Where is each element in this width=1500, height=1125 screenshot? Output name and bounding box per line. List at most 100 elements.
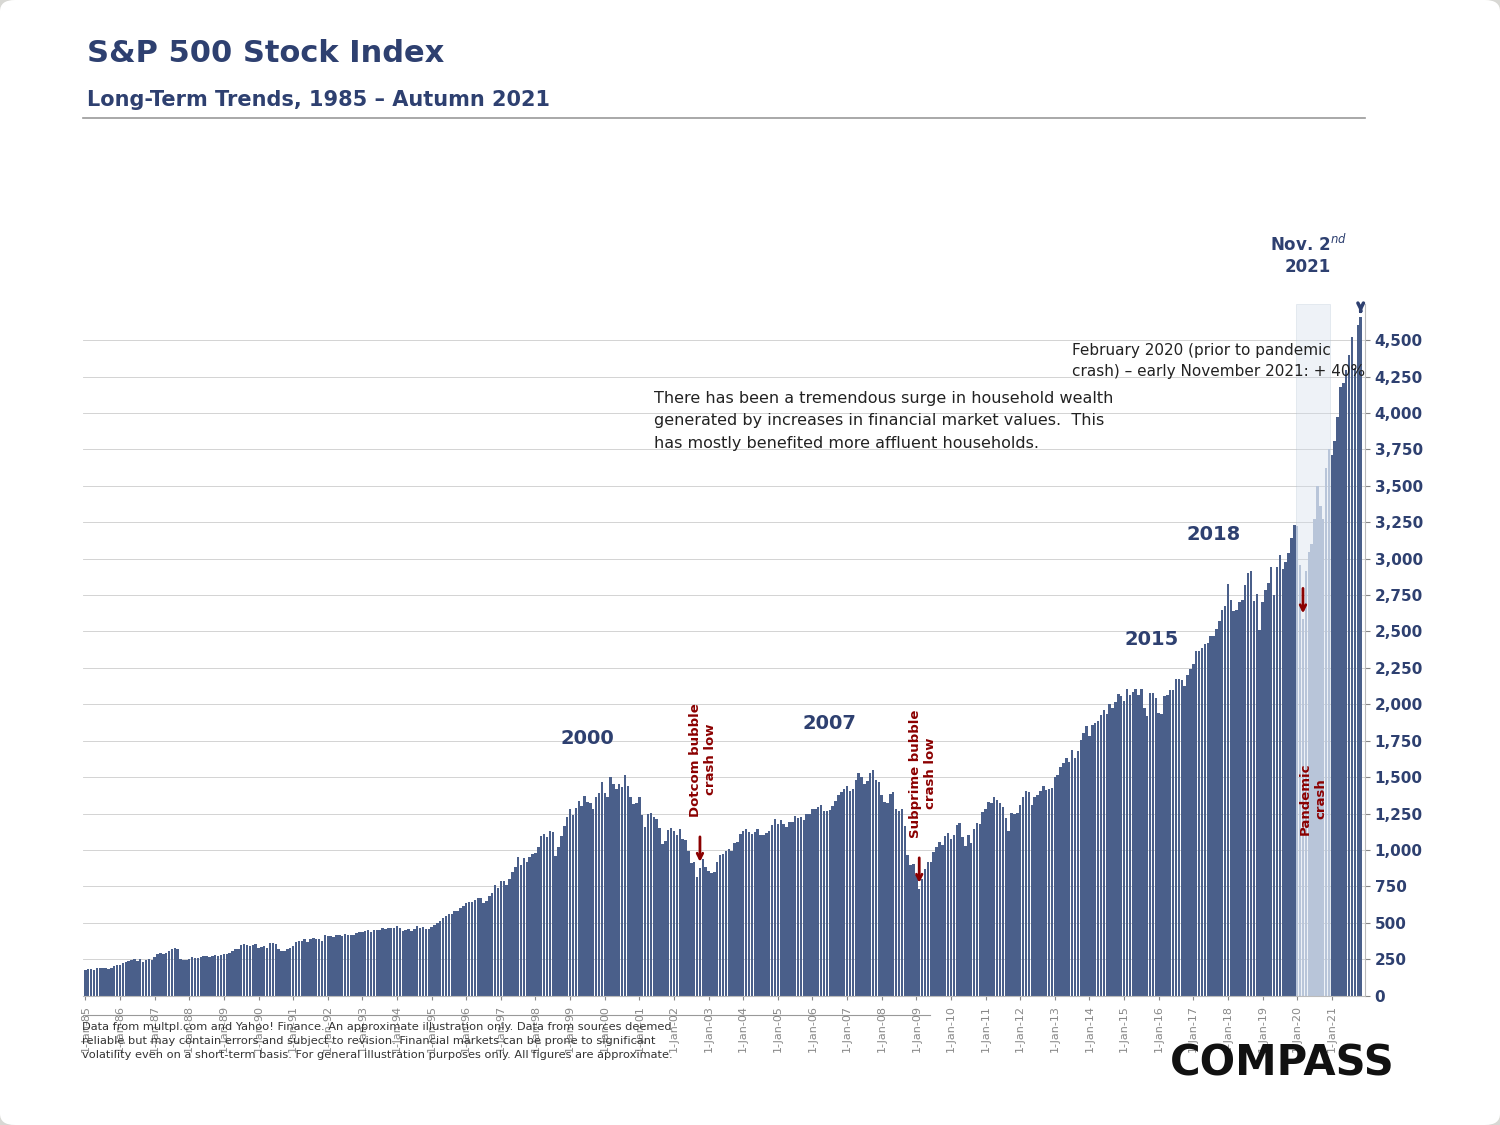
Bar xyxy=(1236,610,1238,996)
Bar xyxy=(603,793,606,996)
Bar xyxy=(1094,723,1096,996)
Bar xyxy=(658,828,662,996)
Bar xyxy=(433,925,435,996)
Bar xyxy=(946,834,950,996)
Bar xyxy=(1244,585,1246,996)
Bar xyxy=(1149,693,1152,996)
Bar xyxy=(327,936,328,996)
Bar xyxy=(788,822,790,996)
Bar xyxy=(1215,629,1218,996)
Bar xyxy=(1071,750,1074,996)
Bar xyxy=(484,901,488,996)
Bar xyxy=(1050,788,1053,996)
Bar xyxy=(413,929,416,996)
Bar xyxy=(990,802,993,996)
Bar xyxy=(183,960,184,996)
Bar xyxy=(1114,702,1116,996)
Bar xyxy=(480,898,482,996)
Bar xyxy=(1218,621,1221,996)
Bar xyxy=(927,862,928,996)
Bar xyxy=(1311,544,1312,996)
Bar xyxy=(1013,814,1016,996)
Bar xyxy=(211,956,213,996)
Bar xyxy=(711,873,712,996)
Bar xyxy=(1252,601,1256,996)
Bar xyxy=(621,788,624,996)
Bar xyxy=(416,927,419,996)
Bar xyxy=(509,879,510,996)
Bar xyxy=(528,856,531,996)
Bar xyxy=(640,816,644,996)
Bar xyxy=(786,827,788,996)
Bar xyxy=(1356,325,1359,996)
Bar xyxy=(987,802,990,996)
Bar xyxy=(116,965,118,996)
Bar xyxy=(825,811,828,996)
Bar xyxy=(580,807,584,996)
Bar xyxy=(456,911,459,996)
Bar xyxy=(1019,804,1022,996)
Bar xyxy=(543,834,546,996)
Text: 2000: 2000 xyxy=(561,729,615,748)
Bar xyxy=(214,955,216,996)
Bar xyxy=(102,968,104,996)
Bar xyxy=(968,835,969,996)
Bar xyxy=(886,803,888,996)
Bar xyxy=(168,952,171,996)
Bar xyxy=(722,854,724,996)
Bar xyxy=(806,813,808,996)
Bar xyxy=(906,855,909,996)
Bar xyxy=(940,845,944,996)
Bar xyxy=(1290,538,1293,996)
Bar xyxy=(531,854,534,996)
Bar xyxy=(442,918,444,996)
Bar xyxy=(1192,664,1194,996)
Text: COMPASS: COMPASS xyxy=(1170,1042,1395,1084)
Bar xyxy=(477,898,478,996)
Bar xyxy=(978,824,981,996)
Bar xyxy=(1278,555,1281,996)
Bar xyxy=(852,789,853,996)
Bar xyxy=(1330,455,1334,996)
Bar xyxy=(1299,566,1302,996)
Bar xyxy=(300,940,303,996)
Bar xyxy=(678,828,681,996)
Bar xyxy=(552,832,554,996)
Bar xyxy=(522,857,525,996)
Bar xyxy=(372,930,375,996)
Bar xyxy=(306,942,309,996)
Bar xyxy=(984,809,987,996)
Bar xyxy=(440,920,441,996)
Bar xyxy=(812,809,813,996)
Bar xyxy=(1268,583,1269,996)
Bar xyxy=(1239,602,1240,996)
Bar xyxy=(796,818,800,996)
Bar xyxy=(840,792,843,996)
Bar xyxy=(1270,567,1272,996)
Bar xyxy=(274,944,278,996)
Bar xyxy=(520,865,522,996)
Bar xyxy=(693,862,696,996)
Bar xyxy=(596,798,597,996)
Bar xyxy=(699,867,700,996)
Bar xyxy=(410,932,413,996)
Bar xyxy=(578,801,580,996)
Bar xyxy=(708,871,710,996)
Bar xyxy=(1178,680,1180,996)
Bar xyxy=(222,954,225,996)
Bar xyxy=(918,889,921,996)
Bar xyxy=(280,951,284,996)
Bar xyxy=(586,802,588,996)
Bar xyxy=(309,939,312,996)
Bar xyxy=(1028,792,1030,996)
Bar xyxy=(668,830,669,996)
Bar xyxy=(606,796,609,996)
Bar xyxy=(258,947,260,996)
Text: S&P 500 Stock Index: S&P 500 Stock Index xyxy=(87,39,444,69)
Bar xyxy=(99,968,100,996)
Bar xyxy=(1128,694,1131,996)
Bar xyxy=(1108,704,1112,996)
Bar xyxy=(243,945,246,996)
Bar xyxy=(1040,791,1041,996)
Bar xyxy=(1287,554,1290,996)
